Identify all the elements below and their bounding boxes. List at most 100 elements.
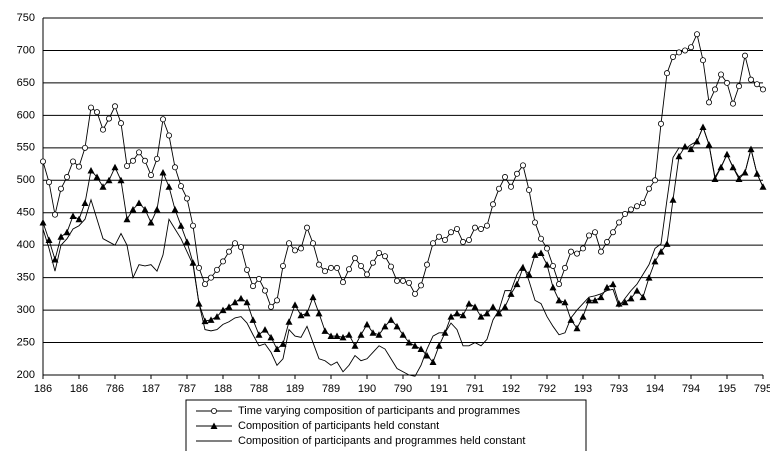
marker (453, 225, 460, 232)
marker (549, 283, 557, 291)
marker (141, 205, 149, 213)
marker (657, 248, 665, 255)
x-tick-label: 188 (214, 383, 232, 395)
marker (573, 324, 581, 332)
marker (237, 244, 244, 251)
marker (453, 309, 461, 317)
marker (735, 175, 743, 182)
marker (429, 240, 436, 247)
marker (273, 345, 281, 353)
marker (99, 183, 107, 190)
marker (297, 311, 305, 319)
marker (381, 322, 389, 330)
x-tick-label: 192 (502, 383, 520, 395)
marker (315, 309, 323, 317)
marker (495, 309, 503, 317)
marker (153, 205, 161, 213)
marker (568, 248, 575, 255)
marker (712, 86, 719, 93)
marker (351, 342, 359, 349)
marker (609, 280, 617, 288)
marker (760, 86, 767, 93)
marker (333, 264, 340, 271)
marker (429, 358, 437, 366)
marker (550, 262, 557, 269)
marker (135, 149, 142, 156)
marker (417, 345, 425, 353)
marker (477, 225, 484, 232)
marker (225, 303, 233, 310)
marker (219, 258, 226, 265)
marker (249, 316, 257, 323)
marker (670, 53, 677, 60)
marker (586, 232, 593, 239)
y-tick-label: 550 (17, 142, 35, 154)
y-tick-label: 600 (17, 109, 35, 121)
marker (393, 277, 400, 284)
marker (213, 266, 220, 273)
marker (369, 259, 376, 266)
x-tick-label: 191 (430, 383, 448, 395)
marker (201, 281, 208, 288)
series-line (42, 125, 764, 363)
x-tick-label: 186 (34, 383, 52, 395)
marker (556, 281, 563, 288)
marker (87, 167, 95, 174)
marker (471, 224, 478, 231)
marker (538, 235, 545, 242)
marker (177, 183, 184, 190)
marker (57, 233, 65, 240)
marker (249, 283, 256, 290)
x-tick-label: 189 (286, 383, 304, 395)
marker (687, 145, 695, 153)
marker (285, 318, 293, 325)
marker (501, 174, 508, 181)
marker (435, 342, 443, 349)
x-tick-label: 795 (754, 383, 770, 395)
marker (423, 352, 431, 359)
y-tick-label: 250 (17, 336, 35, 348)
marker (640, 199, 647, 206)
marker (748, 76, 755, 83)
marker (261, 287, 268, 294)
marker (489, 201, 496, 208)
marker (297, 245, 304, 252)
legend-box (185, 399, 587, 451)
marker (562, 264, 569, 271)
marker (532, 219, 539, 226)
marker (76, 163, 83, 170)
marker (706, 99, 713, 106)
marker (711, 175, 719, 182)
marker (237, 294, 245, 302)
marker (471, 303, 479, 310)
marker (399, 277, 406, 284)
marker (507, 183, 514, 190)
marker (513, 280, 521, 288)
marker (604, 238, 611, 245)
marker (303, 309, 311, 317)
y-tick-label: 450 (17, 207, 35, 219)
marker (381, 253, 388, 260)
marker (118, 120, 125, 127)
marker (309, 240, 316, 247)
marker (159, 116, 166, 123)
marker (603, 283, 611, 291)
marker (507, 290, 515, 297)
marker (261, 326, 269, 333)
marker (291, 301, 299, 308)
marker (694, 31, 701, 38)
marker (477, 313, 485, 320)
marker (423, 261, 430, 268)
marker (153, 155, 160, 162)
x-tick-label: 190 (358, 383, 376, 395)
marker (627, 294, 635, 302)
x-tick-label: 793 (610, 383, 628, 395)
marker (742, 52, 749, 59)
y-tick-label: 400 (17, 239, 35, 251)
marker (676, 49, 683, 56)
marker (730, 100, 737, 107)
marker (112, 103, 119, 110)
marker (465, 300, 473, 307)
marker (718, 71, 725, 78)
